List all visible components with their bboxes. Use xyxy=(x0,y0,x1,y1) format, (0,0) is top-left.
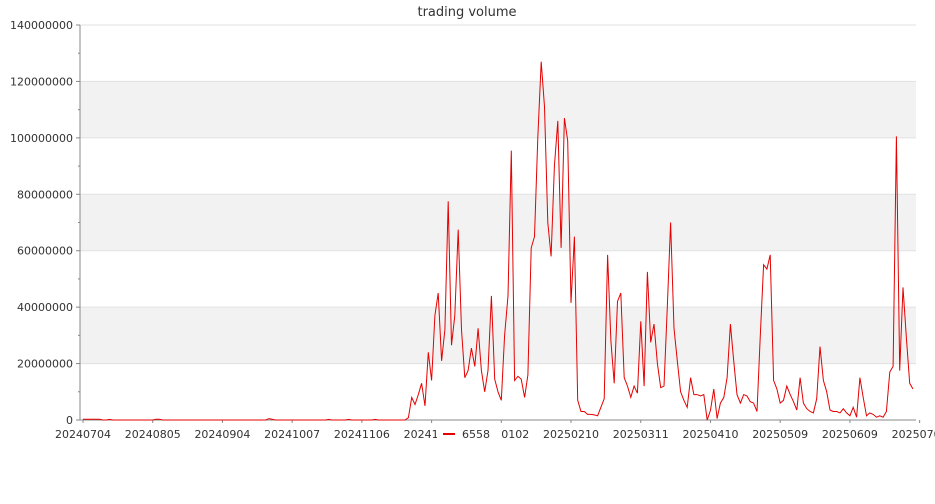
x-tick-label: 20240704 xyxy=(55,428,111,441)
grid-band xyxy=(80,194,916,251)
y-tick-label: 0 xyxy=(66,414,73,427)
x-tick-label: 20250609 xyxy=(822,428,878,441)
x-tick-label: 20250410 xyxy=(682,428,738,441)
y-tick-label: 100000000 xyxy=(10,132,73,145)
y-tick-label: 60000000 xyxy=(17,245,73,258)
chart-title: trading volume xyxy=(417,5,516,20)
x-tick-label: 20240805 xyxy=(125,428,181,441)
x-tick-label: 20250509 xyxy=(752,428,808,441)
grid-band xyxy=(80,307,916,364)
x-tick-label: 20250709 xyxy=(892,428,935,441)
x-tick-label: 20250210 xyxy=(543,428,599,441)
grid-band xyxy=(80,81,916,138)
y-tick-label: 140000000 xyxy=(10,19,73,32)
y-tick-label: 20000000 xyxy=(17,358,73,371)
x-tick-label: 20241007 xyxy=(264,428,320,441)
x-tick-label: 20250311 xyxy=(613,428,669,441)
y-tick-label: 80000000 xyxy=(17,188,73,201)
legend-box xyxy=(437,427,501,441)
series-line-6558 xyxy=(83,61,914,421)
y-tick-label: 120000000 xyxy=(10,75,73,88)
legend-label: 6558 xyxy=(462,428,490,441)
x-tick-label: 20241106 xyxy=(334,428,390,441)
x-tick-label: 20240904 xyxy=(194,428,250,441)
y-tick-label: 40000000 xyxy=(17,301,73,314)
